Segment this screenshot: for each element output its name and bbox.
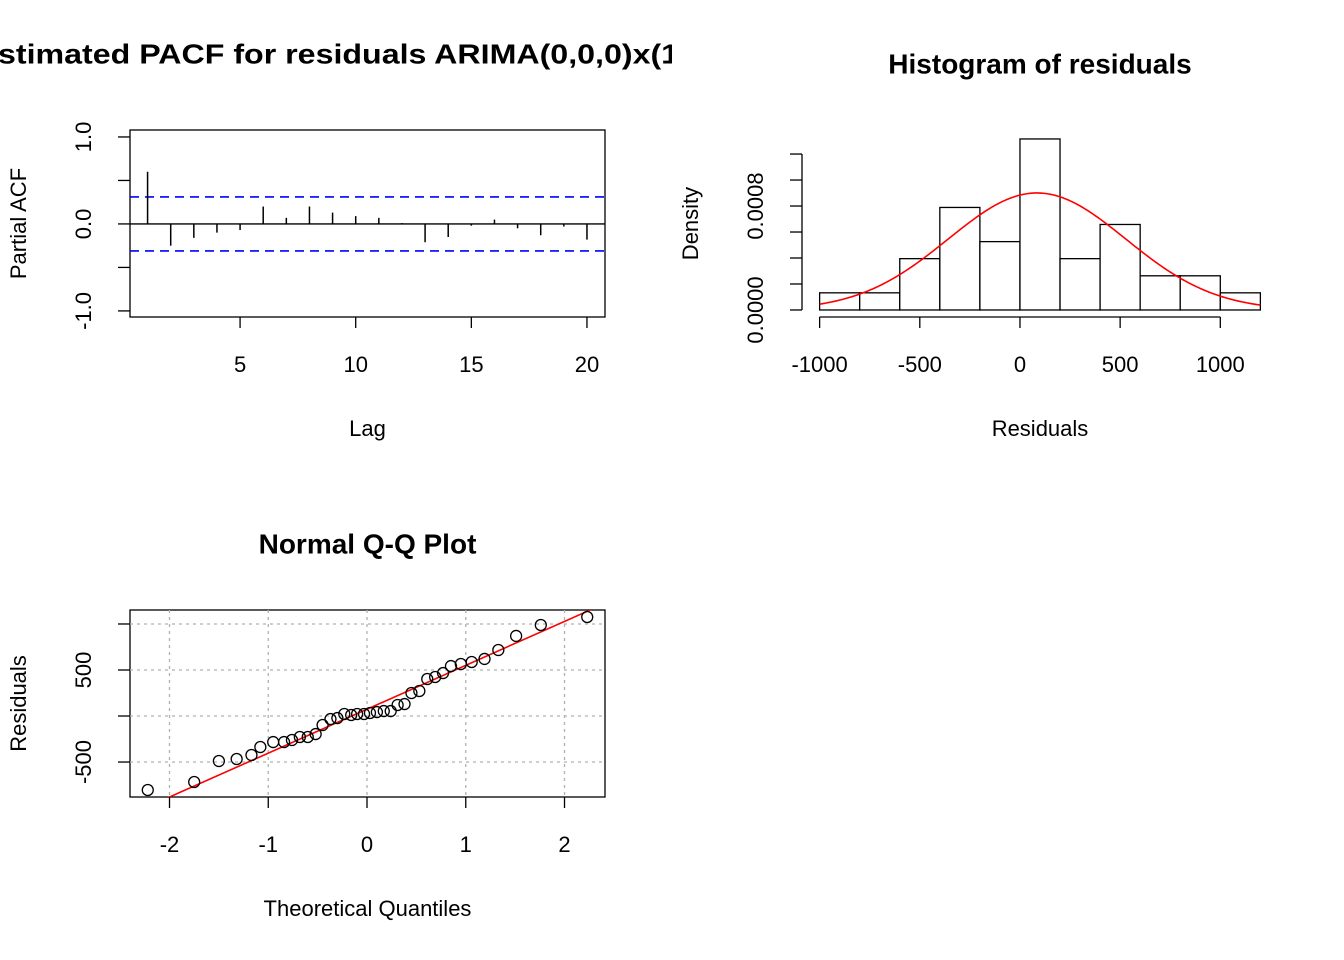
point [254,740,267,754]
point [492,643,505,657]
point [293,730,307,744]
y-tick-label: 0.0000 [743,276,768,343]
x-tick-label: -2 [160,832,180,857]
x-tick-label: 5 [234,352,246,377]
bar [1059,258,1101,311]
y-tick-label: 0.0008 [743,172,768,239]
point [405,686,418,700]
point [391,698,404,712]
y-tick-label: -1.0 [71,292,96,330]
point [212,754,226,768]
point [421,672,434,686]
point [370,705,384,719]
y-tick-label: 0.0 [71,209,96,240]
bar [1019,138,1061,311]
point [363,706,377,720]
bar [1099,223,1141,311]
point [581,610,594,624]
point [384,704,397,718]
chart-title: stimated PACF for residuals ARIMA(0,0,0)… [0,38,688,69]
x-tick-label: -1 [258,832,278,857]
point [444,659,458,673]
point [277,735,291,749]
x-tick-label: 2 [558,832,570,857]
point [413,684,426,698]
y-axis-label: Partial ACF [6,168,31,279]
bar [859,292,901,311]
x-axis-label: Lag [349,416,386,441]
point [309,727,322,741]
x-axis-label: Theoretical Quantiles [264,896,472,921]
point [324,712,337,726]
x-tick-label: 1 [460,832,472,857]
point [509,629,523,643]
point [357,707,371,721]
point [141,783,154,797]
point [267,735,280,749]
chart-title: Normal Q-Q Plot [259,528,477,559]
x-tick-label: -500 [898,352,942,377]
bar [899,258,941,311]
x-tick-label: 0 [361,832,373,857]
y-tick-label: 500 [71,652,96,689]
point [534,618,547,632]
bar [1179,275,1221,311]
x-tick-label: 0 [1014,352,1026,377]
point [478,652,491,666]
point [230,752,243,766]
point [377,704,390,718]
chart-title: Histogram of residuals [888,48,1191,79]
point [436,666,450,680]
bar [939,206,981,311]
point [245,748,258,762]
bar [1139,275,1181,311]
bar [979,240,1021,311]
x-tick-label: 10 [343,352,367,377]
point [301,730,314,744]
point [428,670,442,684]
point [345,708,358,722]
point [331,711,344,725]
point [338,707,351,721]
point [316,718,329,732]
x-tick-label: 20 [575,352,599,377]
y-tick-label: -500 [71,740,96,784]
point [465,655,478,669]
point [398,697,411,711]
x-axis-label: Residuals [992,416,1089,441]
y-axis-label: Density [678,187,703,260]
x-tick-label: 15 [459,352,483,377]
x-tick-label: -1000 [791,352,847,377]
point [285,733,299,747]
y-axis-label: Residuals [6,655,31,752]
x-tick-label: 1000 [1196,352,1245,377]
point [188,775,201,789]
x-tick-label: 500 [1102,352,1139,377]
point [350,707,364,721]
normal-curve [819,192,1261,306]
y-tick-label: 1.0 [71,122,96,153]
